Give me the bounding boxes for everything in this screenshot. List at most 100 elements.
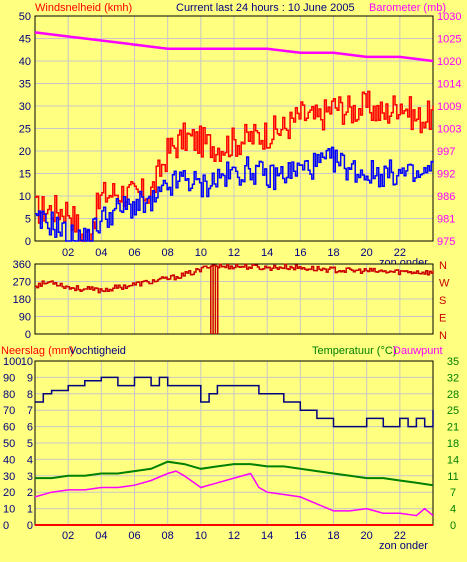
temperature-ytick-label: 11 xyxy=(447,471,458,483)
climate-xtick-label: 14 xyxy=(261,530,273,542)
wind-ytick-label: 15 xyxy=(19,169,31,181)
humidity-ytick-label: 60 xyxy=(3,422,15,434)
wind-xtick-label: 18 xyxy=(327,247,339,259)
humidity-axis-title: Vochtigheid xyxy=(69,345,126,357)
humidity-ytick-label: 50 xyxy=(3,438,15,450)
wind-ytick-label: 40 xyxy=(19,56,31,68)
wind-xtick-label: 10 xyxy=(195,247,207,259)
wind-xtick-label: 20 xyxy=(361,247,373,259)
wind-ytick-label: 35 xyxy=(19,79,31,91)
temperature-ytick-label: 18 xyxy=(447,438,459,450)
humidity-ytick-label: 20 xyxy=(3,487,15,499)
wind-ytick-label: 10 xyxy=(19,191,31,203)
rain-ytick-label: 0 xyxy=(27,520,33,532)
barometer-ytick-label: 975 xyxy=(437,236,455,248)
wind-average-line xyxy=(35,146,434,242)
temperature-ytick-label: 0 xyxy=(450,520,456,532)
compass-label: W xyxy=(439,278,450,290)
rain-ytick-label: 1 xyxy=(27,504,33,516)
barometer-ytick-label: 1003 xyxy=(437,124,461,136)
barometer-ytick-label: 981 xyxy=(437,214,455,226)
rain-ytick-label: 8 xyxy=(27,389,33,401)
compass-label: N xyxy=(439,330,447,342)
humidity-ytick-label: 70 xyxy=(3,405,15,417)
wind-xtick-label: 14 xyxy=(261,247,273,259)
temperature-ytick-label: 28 xyxy=(447,389,459,401)
chart-title: Current last 24 hours : 10 June 2005 xyxy=(176,2,355,14)
wind-xtick-label: 12 xyxy=(228,247,240,259)
sunset-label-bottom: zon onder xyxy=(379,540,428,552)
direction-ytick-label: 270 xyxy=(13,277,31,289)
temperature-ytick-label: 32 xyxy=(447,372,459,384)
temperature-ytick-label: 14 xyxy=(447,454,459,466)
barometer-ytick-label: 992 xyxy=(437,169,455,181)
humidity-ytick-label: 90 xyxy=(3,372,15,384)
wind-ytick-label: 0 xyxy=(25,236,31,248)
humidity-ytick-label: 0 xyxy=(3,520,9,532)
dewpoint-axis-title: Dauwpunt xyxy=(393,345,443,357)
barometer-ytick-label: 1009 xyxy=(437,101,461,113)
wind-xtick-label: 02 xyxy=(62,247,74,259)
wind-ytick-label: 45 xyxy=(19,34,31,46)
climate-xtick-label: 04 xyxy=(95,530,107,542)
wind-title: Windsnelheid (kmh) xyxy=(35,2,132,14)
temperature-line xyxy=(35,460,434,487)
barometer-title: Barometer (mb) xyxy=(369,2,446,14)
climate-xtick-label: 10 xyxy=(195,530,207,542)
climate-xtick-label: 02 xyxy=(62,530,74,542)
direction-ytick-label: 360 xyxy=(13,259,31,271)
humidity-ytick-label: 10 xyxy=(3,504,15,516)
wind-ytick-label: 5 xyxy=(25,214,31,226)
direction-plot-border xyxy=(34,263,434,335)
climate-xtick-label: 16 xyxy=(294,530,306,542)
humidity-ytick-label: 100 xyxy=(3,356,21,368)
compass-label: E xyxy=(439,313,446,325)
rain-ytick-label: 10 xyxy=(21,356,33,368)
temperature-ytick-label: 35 xyxy=(447,356,459,368)
climate-xtick-label: 18 xyxy=(327,530,339,542)
climate-xtick-label: 22 xyxy=(394,530,406,542)
wind-plot-border xyxy=(34,15,434,242)
wind-xtick-label: 06 xyxy=(128,247,140,259)
barometer-ytick-label: 986 xyxy=(437,191,455,203)
wind-xtick-label: 22 xyxy=(394,247,406,259)
compass-label: S xyxy=(439,295,446,307)
climate-xtick-label: 06 xyxy=(128,530,140,542)
rain-ytick-label: 4 xyxy=(27,454,33,466)
temperature-ytick-label: 4 xyxy=(450,504,456,516)
climate-xtick-label: 20 xyxy=(361,530,373,542)
wind-gust-line xyxy=(35,90,434,242)
direction-ytick-label: 180 xyxy=(13,294,31,306)
wind-ytick-label: 50 xyxy=(19,11,31,23)
climate-xtick-label: 12 xyxy=(228,530,240,542)
humidity-ytick-label: 40 xyxy=(3,454,15,466)
humidity-ytick-label: 80 xyxy=(3,389,15,401)
wind-ytick-label: 25 xyxy=(19,124,31,136)
wind-direction-line xyxy=(35,263,434,294)
wind-barometer-panel: 0 5 10 15 20 25 30 35 40 45 50 975 981 986 992 997 1003 1… xyxy=(19,11,462,259)
humidity-temperature-panel: 0123456789100102030405060708090100047111… xyxy=(3,356,459,542)
rain-ytick-label: 9 xyxy=(27,372,33,384)
rain-ytick-label: 7 xyxy=(27,405,33,417)
rain-ytick-label: 2 xyxy=(27,487,33,499)
dewpoint-line xyxy=(34,470,434,517)
barometer-ytick-label: 997 xyxy=(437,146,455,158)
climate-xtick-label: 08 xyxy=(162,530,174,542)
humidity-ytick-label: 30 xyxy=(3,471,15,483)
rain-axis-title: Neerslag (mm) xyxy=(1,345,74,357)
direction-ytick-label: 0 xyxy=(25,329,31,341)
wind-xtick-label: 04 xyxy=(95,247,107,259)
barometer-ytick-label: 1020 xyxy=(437,56,461,68)
rain-ytick-label: 6 xyxy=(27,422,33,434)
wind-xtick-label: 08 xyxy=(162,247,174,259)
compass-label: N xyxy=(439,260,447,272)
direction-ytick-label: 90 xyxy=(19,312,31,324)
temperature-axis-title: Temperatuur (°C) xyxy=(312,345,396,357)
rain-ytick-label: 3 xyxy=(27,471,33,483)
wind-xtick-label: 16 xyxy=(294,247,306,259)
humidity-line xyxy=(35,376,434,428)
rain-ytick-label: 5 xyxy=(27,438,33,450)
temperature-ytick-label: 7 xyxy=(450,487,456,499)
barometer-line xyxy=(34,31,434,63)
